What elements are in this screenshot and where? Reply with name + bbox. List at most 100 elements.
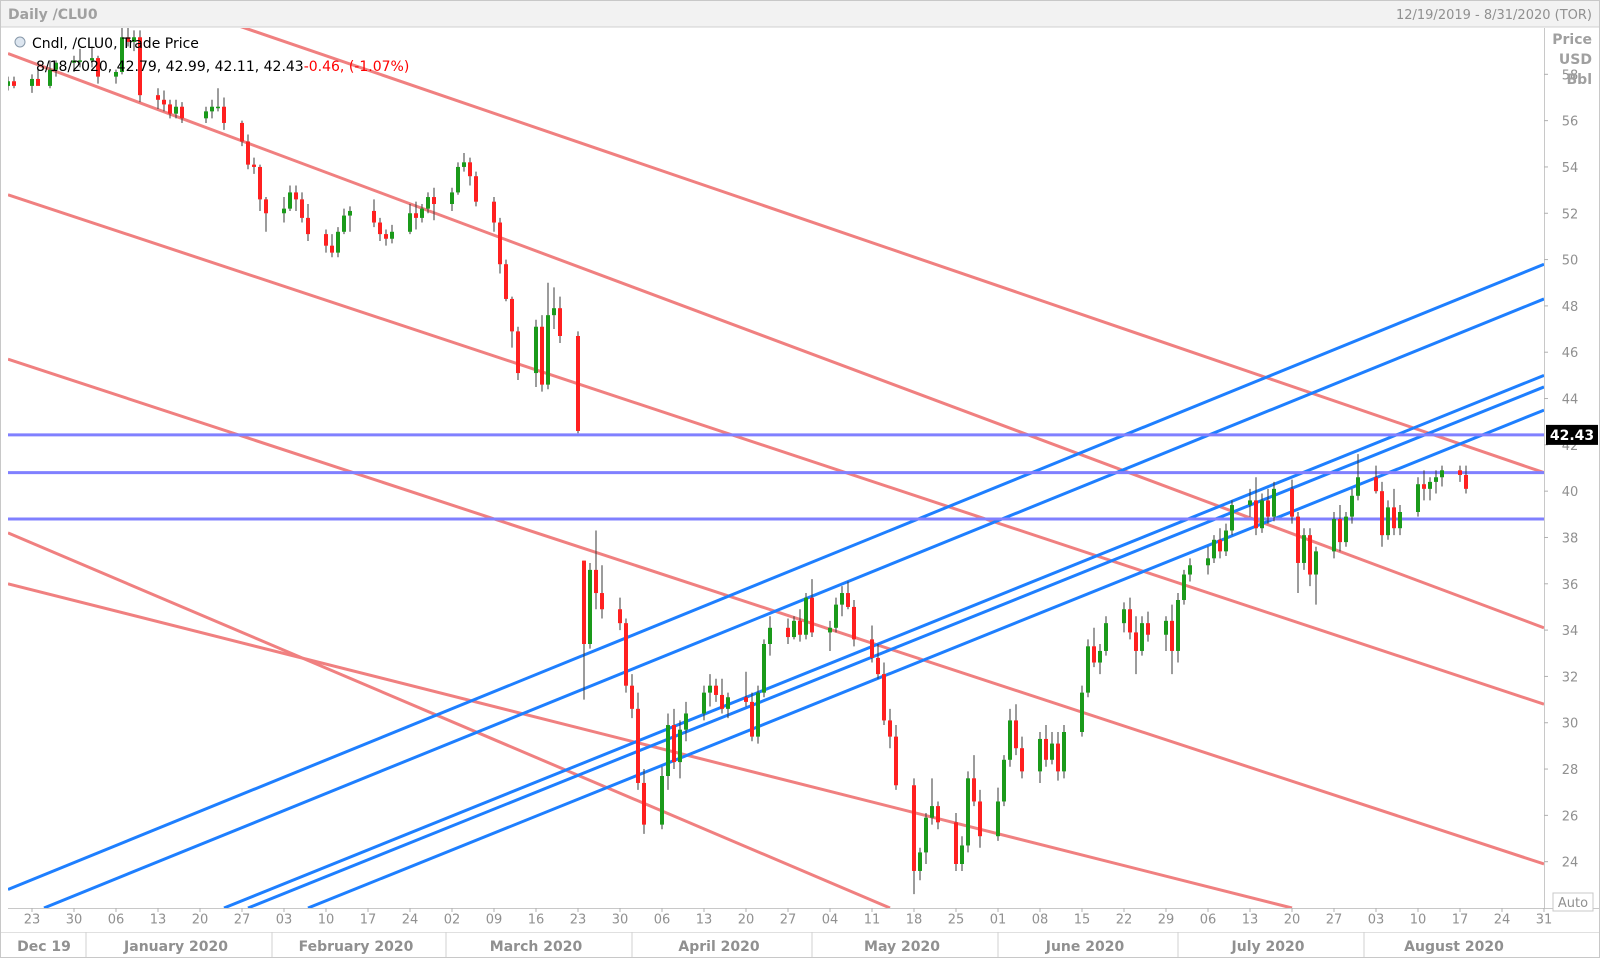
price-tick-label: 58	[1562, 68, 1579, 83]
day-tick-label: 27	[234, 913, 251, 928]
candle-down	[714, 678, 718, 702]
time-axis[interactable]: 23 30 06 13 20 27 03 10 17 24 02 09 16 23 30 06 13 20 27 04…	[1, 908, 1599, 957]
candle-down	[294, 185, 298, 211]
candle-down	[642, 769, 646, 834]
candle-down	[1128, 597, 1132, 640]
candle-up	[450, 187, 454, 211]
candle-up	[792, 616, 796, 640]
month-label: May 2020	[864, 939, 940, 955]
candle-body	[1146, 623, 1150, 635]
candle-down	[246, 134, 250, 170]
candle-body	[1272, 488, 1276, 517]
candle-down	[12, 76, 16, 89]
candle-up	[216, 88, 220, 112]
price-tick-label: 50	[1562, 254, 1579, 269]
candle-body	[1134, 632, 1138, 651]
candle-down	[1458, 465, 1462, 482]
candle-body	[828, 627, 832, 633]
candle-body	[726, 697, 730, 709]
candle-body	[1182, 574, 1186, 600]
day-tick-label: 09	[486, 913, 503, 928]
candle-up	[762, 639, 766, 698]
candle-up	[996, 787, 1000, 841]
candle-body	[840, 593, 844, 605]
candle-body	[804, 597, 808, 635]
candle-down	[936, 801, 940, 830]
candle-body	[384, 234, 388, 239]
legend-settings-icon[interactable]	[14, 36, 26, 48]
candle-up	[966, 771, 970, 853]
candle-body	[624, 623, 628, 686]
candle-body	[1212, 539, 1216, 559]
candle-body	[408, 213, 412, 232]
candle-down	[744, 671, 748, 707]
month-label: January 2020	[123, 939, 228, 955]
candle-up	[552, 287, 556, 330]
candle-up	[684, 701, 688, 742]
day-tick-label: 13	[696, 913, 713, 928]
candle-down	[876, 644, 880, 679]
candle-up	[1188, 558, 1192, 582]
plot-area[interactable]	[8, 28, 1544, 908]
candle-body	[456, 166, 460, 193]
price-tick-label: 52	[1562, 207, 1579, 222]
candle-up	[1416, 477, 1420, 517]
candle-down	[672, 708, 676, 770]
candle-body	[546, 315, 550, 385]
day-tick-label: 13	[1242, 913, 1259, 928]
day-tick-label: 02	[444, 913, 461, 928]
candle-body	[1050, 743, 1054, 760]
candle-up	[132, 30, 136, 52]
candle-body	[966, 778, 970, 846]
month-label: March 2020	[490, 939, 583, 955]
candle-body	[684, 713, 688, 730]
candle-body	[972, 778, 976, 802]
candle-up	[756, 685, 760, 744]
candle-up	[420, 204, 424, 223]
candle-up	[1122, 602, 1126, 633]
day-tick-label: 03	[1368, 913, 1385, 928]
candle-body	[1248, 500, 1252, 506]
candle-body	[468, 162, 472, 177]
day-tick-label: 04	[822, 913, 839, 928]
price-tick-label: 28	[1562, 763, 1579, 778]
candle-down	[954, 813, 958, 871]
candle-layer	[8, 28, 1468, 895]
candle-up	[1176, 593, 1180, 663]
candle-down	[240, 120, 244, 147]
candle-body	[504, 264, 508, 299]
month-label: August 2020	[1404, 939, 1504, 955]
candle-body	[300, 199, 304, 218]
candle-up	[666, 713, 670, 790]
candle-body	[1344, 516, 1348, 543]
candle-body	[1062, 732, 1066, 772]
candle-up	[1230, 500, 1234, 536]
candle-up	[708, 674, 712, 707]
uptrend-line	[223, 373, 1544, 908]
candle-body	[1140, 623, 1144, 651]
auto-scale-button[interactable]	[1552, 892, 1594, 912]
candle-down	[372, 199, 376, 228]
candle-body	[516, 331, 520, 374]
downtrend-line	[240, 28, 1544, 475]
day-tick-label: 24	[1494, 913, 1511, 928]
candle-up	[1356, 454, 1360, 501]
candle-up	[1428, 477, 1432, 501]
candle-body	[252, 164, 256, 167]
candle-down	[972, 755, 976, 807]
candle-up	[78, 48, 82, 68]
candle-body	[978, 801, 982, 837]
candle-body	[540, 326, 544, 385]
candle-body	[1230, 505, 1234, 531]
candle-down	[1146, 611, 1150, 642]
candle-body	[1380, 491, 1384, 536]
candle-up	[204, 106, 208, 123]
day-tick-label: 23	[570, 913, 587, 928]
candle-body	[36, 78, 40, 86]
candle-down	[978, 789, 982, 848]
candle-body	[1314, 551, 1318, 575]
candle-up	[804, 593, 808, 640]
candle-down	[162, 90, 166, 112]
